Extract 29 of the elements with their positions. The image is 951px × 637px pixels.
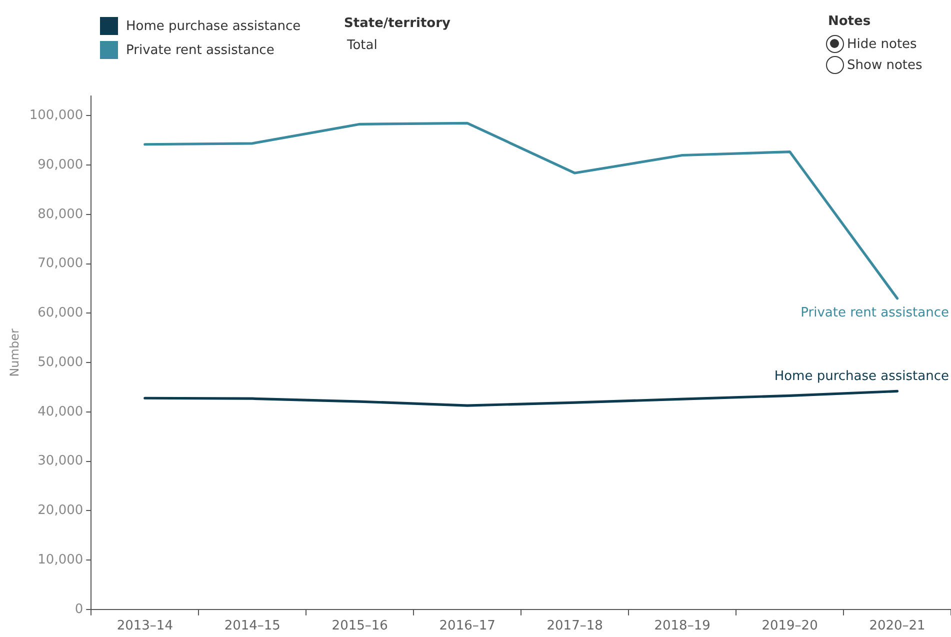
legend-label: Private rent assistance (126, 42, 274, 58)
x-tick-label: 2014–15 (224, 618, 280, 634)
y-tick-label: 20,000 (38, 503, 84, 518)
x-tick-label: 2013–14 (116, 618, 173, 634)
y-tick-label: 70,000 (38, 256, 84, 272)
y-tick-label: 50,000 (38, 354, 84, 370)
x-tick-label: 2018–19 (654, 618, 710, 634)
text: Show notes (847, 58, 922, 72)
text: Home purchase assistance (774, 369, 949, 384)
x-tick-label: 2016–17 (439, 618, 496, 634)
y-axis-title: Number (7, 328, 22, 377)
text: State/territory (344, 16, 450, 31)
y-tick-label: 60,000 (38, 306, 84, 321)
y-tick-label: 10,000 (38, 552, 84, 568)
y-tick-label: 90,000 (38, 157, 84, 172)
text: Private rent assistance (800, 305, 949, 320)
y-tick-label: 30,000 (38, 454, 84, 469)
y-tick-label: 80,000 (38, 206, 84, 222)
y-tick-label: 40,000 (38, 404, 84, 420)
text: Total (347, 38, 378, 53)
y-tick-label: 100,000 (29, 108, 84, 124)
legend-label: Home purchase assistance (126, 18, 301, 34)
text: Notes (828, 14, 871, 29)
x-tick-label: 2019–20 (762, 618, 818, 634)
x-tick-label: 2020–21 (869, 618, 926, 634)
x-tick-label: 2017–18 (546, 618, 603, 634)
x-tick-label: 2015–16 (332, 618, 388, 634)
y-tick-label: 0 (74, 602, 84, 617)
text: Hide notes (847, 36, 917, 52)
